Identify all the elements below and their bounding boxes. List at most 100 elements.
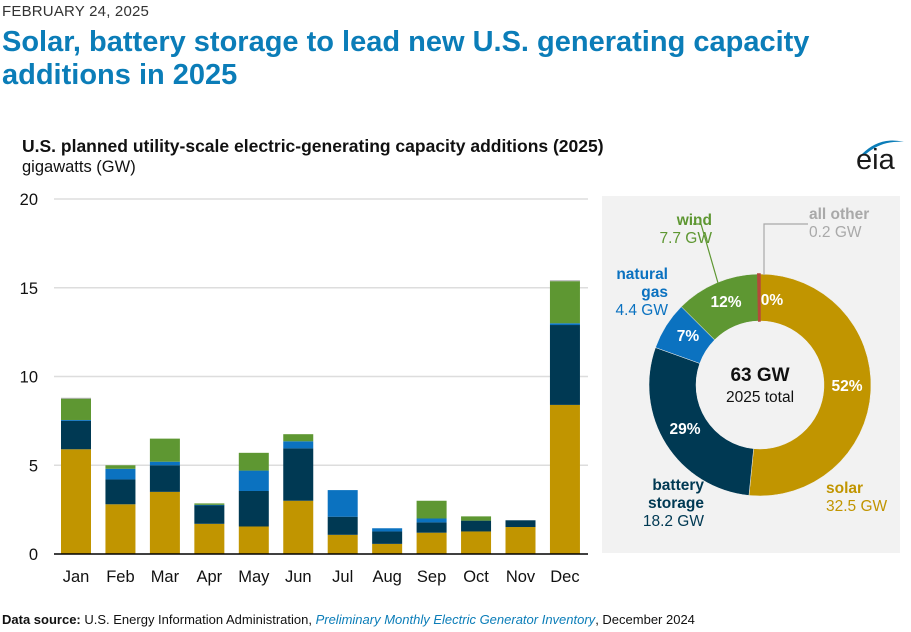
donut-percent-label: 12% [710, 294, 741, 311]
solar-label: solar 32.5 GW [826, 480, 887, 516]
bar-segment-battery-storage [372, 531, 403, 544]
bar-segment-natural-gas [105, 468, 136, 480]
eia-logo: eia [852, 134, 906, 180]
solar-label-value: 32.5 GW [826, 498, 888, 515]
bar-group-dec [549, 280, 580, 554]
battery-storage-label-value: 18.2 GW [642, 513, 704, 530]
bar-segment-solar [549, 404, 580, 554]
x-tick-label: Nov [506, 568, 536, 586]
x-tick-label: Jan [63, 568, 90, 586]
bar-segment-battery-storage [61, 420, 91, 450]
wind-label-name: wind [676, 212, 712, 229]
bar-segment-wind [416, 500, 447, 519]
bar-segment-battery-storage [283, 448, 314, 501]
bar-segment-natural-gas [238, 470, 269, 491]
bar-segment-natural-gas [194, 504, 225, 506]
article-headline: Solar, battery storage to lead new U.S. … [2, 26, 810, 91]
bar-segment-solar [238, 526, 269, 554]
bar-group-oct [461, 516, 492, 554]
bar-segment-solar [283, 500, 314, 554]
bar-segment-solar [505, 527, 536, 554]
bar-segment-solar [461, 531, 492, 554]
bar-segment-wind [194, 503, 225, 505]
y-tick-label: 20 [20, 191, 38, 209]
bar-segment-solar [416, 532, 447, 554]
bar-segment-battery-storage [194, 505, 225, 524]
all-other-label-name: all other [809, 206, 870, 223]
eia-logo-text: eia [856, 144, 895, 176]
wind-leader-line [693, 223, 719, 284]
axes: 0 5 10 15 20 Jan Feb Mar Apr May Jun Jul Aug Sep Oct No… [20, 191, 588, 586]
donut-percent-label: 52% [831, 378, 862, 395]
x-tick-label: Dec [550, 568, 579, 586]
natural-gas-label-value: 4.4 GW [615, 302, 668, 319]
y-tick-label: 10 [20, 369, 38, 387]
bar-segment-natural-gas [283, 441, 314, 449]
donut-percent-label: 29% [669, 421, 700, 438]
bar-segment-solar [61, 449, 91, 554]
bar-group-jan [61, 397, 91, 554]
bar-segment-wind [238, 452, 269, 471]
bar-segment-battery-storage [105, 479, 136, 505]
bar-group-jul [327, 490, 358, 554]
bar-segment-solar [372, 543, 403, 554]
bar-segment-natural-gas [61, 419, 91, 421]
bar-segment-natural-gas [416, 518, 447, 523]
x-tick-label: Mar [151, 568, 180, 586]
x-tick-label: Sep [417, 568, 446, 586]
donut-slice-battery-storage [648, 347, 754, 496]
data-source-label: Data source: [2, 612, 81, 627]
bar-segment-all-other [549, 280, 580, 282]
bar-segment-battery-storage [327, 516, 358, 535]
bar-segment-solar [194, 523, 225, 554]
wind-label-value: 7.7 GW [659, 230, 712, 247]
bar-segment-battery-storage [461, 520, 492, 532]
x-tick-label: Aug [372, 568, 401, 586]
x-tick-label: Jun [285, 568, 312, 586]
grid-lines [54, 198, 588, 466]
natural-gas-label-name-2: gas [641, 284, 668, 301]
bar-group-apr [194, 503, 225, 554]
y-tick-label: 0 [29, 546, 38, 564]
all-other-label: all other 0.2 GW [809, 206, 869, 242]
bar-group-nov [505, 520, 536, 554]
bar-segment-wind [461, 516, 492, 521]
data-source-date: , December 2024 [595, 612, 695, 627]
donut-center-label: 2025 total [726, 389, 794, 406]
battery-storage-label-name-1: battery [652, 477, 704, 494]
bar-segment-battery-storage [238, 490, 269, 527]
all-other-leader-line [763, 223, 808, 275]
bar-group-feb [105, 465, 136, 554]
bar-group-jun [283, 434, 314, 554]
data-source-publication-link[interactable]: Preliminary Monthly Electric Generator I… [315, 612, 596, 627]
bar-segment-all-other [61, 397, 91, 399]
eia-logo-swoosh-icon [862, 140, 904, 154]
donut-percent-label: 7% [677, 328, 700, 345]
bar-segment-solar [327, 534, 358, 554]
stacked-bars [61, 280, 580, 554]
bar-segment-battery-storage [416, 522, 447, 533]
bar-segment-natural-gas [372, 528, 403, 532]
donut-slice-all-other [757, 273, 761, 322]
chart-title: U.S. planned utility-scale electric-gene… [22, 136, 604, 156]
bar-group-mar [149, 438, 180, 554]
bar-segment-wind [149, 438, 180, 462]
x-tick-label: Feb [106, 568, 134, 586]
bar-segment-wind [61, 398, 91, 420]
data-source-footer: Data source: U.S. Energy Information Adm… [2, 612, 695, 627]
bar-segment-wind [283, 434, 314, 442]
chart-units: gigawatts (GW) [22, 158, 136, 176]
bar-group-aug [372, 528, 403, 554]
donut-chart: 52% 29% 7% 12% 0% 63 GW 2025 total [648, 273, 872, 497]
solar-label-name: solar [826, 480, 864, 497]
data-source-org: U.S. Energy Information Administration, [80, 612, 316, 627]
donut-percent-label: 0% [761, 292, 784, 309]
bar-segment-battery-storage [549, 325, 580, 405]
y-tick-label: 5 [29, 457, 38, 475]
bar-segment-wind [549, 281, 580, 324]
bar-segment-battery-storage [505, 520, 536, 528]
leader-lines [693, 223, 808, 284]
x-tick-label: May [238, 568, 270, 586]
battery-storage-label-name-2: storage [648, 495, 704, 512]
